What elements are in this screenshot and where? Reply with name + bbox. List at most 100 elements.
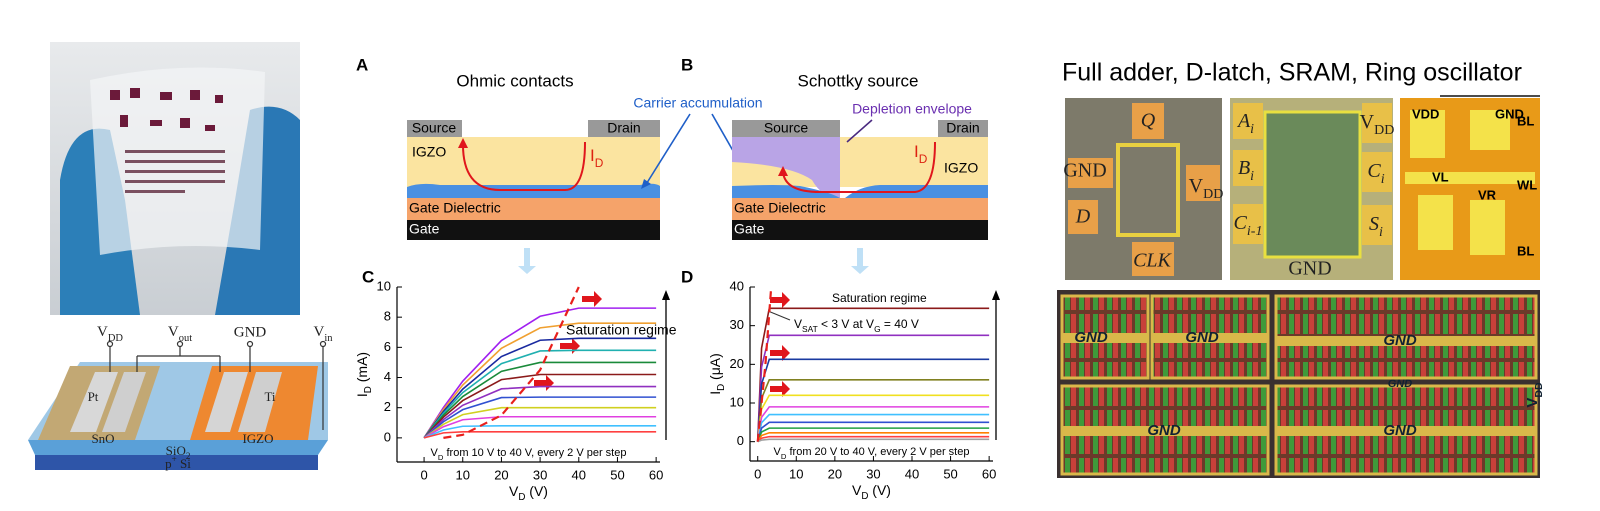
x-tick-label: 10 xyxy=(456,467,470,482)
x-tick-label: 10 xyxy=(789,466,803,481)
depletion-label: Depletion envelope xyxy=(852,101,972,117)
note: VD from 10 V to 40 V, every 2 V per step xyxy=(431,447,627,462)
curve xyxy=(423,361,657,439)
sram-vdd: VDD xyxy=(1412,106,1439,121)
text-part: S xyxy=(1369,213,1379,235)
curve xyxy=(756,427,990,442)
x-tick-label: 20 xyxy=(494,467,508,482)
panel-letter: A xyxy=(356,55,368,74)
text-part: V xyxy=(852,482,862,498)
subscript: DD xyxy=(1533,382,1545,398)
x-tick-label: 0 xyxy=(420,467,427,482)
drain-label: Drain xyxy=(946,120,979,136)
subscript: D xyxy=(919,152,928,166)
text-part: A xyxy=(1236,110,1251,132)
text-part: (V) xyxy=(868,482,891,498)
adder-vdd: VDD xyxy=(1360,111,1395,138)
source-label: Source xyxy=(412,120,457,136)
text-part: from 10 V to 40 V, every 2 V per step xyxy=(443,447,626,459)
text-part: C xyxy=(1234,212,1248,234)
psi-label: p+ Si xyxy=(165,454,191,471)
subscript: D xyxy=(861,491,868,502)
sram-gnd: GND xyxy=(1495,106,1524,121)
osc-gnd: GND xyxy=(1383,422,1417,439)
y-tick-label: 10 xyxy=(730,394,744,409)
curve xyxy=(757,438,990,443)
annotation: Saturation regime xyxy=(832,291,927,305)
x-tick-label: 60 xyxy=(649,467,663,482)
y-axis-label: ID (mA) xyxy=(354,352,374,397)
gate-label: Gate xyxy=(409,221,440,237)
y-tick-label: 4 xyxy=(384,369,391,384)
x-tick-label: 0 xyxy=(754,466,761,481)
vg-arrows xyxy=(665,296,997,440)
adder-a: Ai xyxy=(1236,110,1254,137)
text-part: V xyxy=(97,324,108,340)
curve xyxy=(423,415,657,439)
y-tick-label: 0 xyxy=(737,433,744,448)
x-axis-label: VD (V) xyxy=(509,483,548,503)
latch-clk: CLK xyxy=(1133,250,1172,272)
ti-label: Ti xyxy=(264,389,275,404)
sno-label: SnO xyxy=(91,431,114,446)
annotation: Saturation regime xyxy=(566,322,677,338)
sram-bl2: BL xyxy=(1517,243,1534,258)
osc-vdd: VDD xyxy=(1524,382,1545,408)
x-tick-label: 30 xyxy=(533,467,547,482)
curve xyxy=(757,431,990,443)
current-label: ID xyxy=(590,146,604,170)
text-part: V xyxy=(1189,175,1204,197)
photo xyxy=(50,42,300,316)
flow-arrows xyxy=(518,248,869,274)
subscript: SAT xyxy=(802,324,818,334)
text-part: < 3 V at V xyxy=(818,317,874,331)
subscript: DD xyxy=(108,333,124,344)
y-tick-label: 20 xyxy=(730,356,744,371)
sram-wl: WL xyxy=(1517,177,1537,192)
y-tick-label: 40 xyxy=(730,278,744,293)
adder-c: Ci xyxy=(1367,160,1384,187)
channel-label: IGZO xyxy=(944,160,978,176)
subscript: out xyxy=(179,333,193,344)
x-tick-label: 20 xyxy=(828,466,842,481)
y-tick-label: 2 xyxy=(384,399,391,414)
subscript: i xyxy=(1250,169,1254,184)
x-tick-label: 50 xyxy=(610,467,624,482)
y-tick-label: 0 xyxy=(384,429,391,444)
vsat-annotation: VSAT < 3 V at VG = 40 V xyxy=(794,317,919,334)
psi-si: Si xyxy=(177,456,191,471)
y-tick-label: 6 xyxy=(384,339,391,354)
subscript: i xyxy=(1379,225,1383,240)
adder-s: Si xyxy=(1369,213,1383,240)
latch-q: Q xyxy=(1141,110,1156,132)
annotation-leader xyxy=(767,310,791,321)
gnd-label: GND xyxy=(234,324,267,340)
x-tick-label: 30 xyxy=(866,466,880,481)
subscript: 2 xyxy=(186,451,191,461)
osc-gnd: GND xyxy=(1383,332,1417,349)
curve xyxy=(423,424,657,439)
text-part: I xyxy=(707,391,723,395)
sio2-label: SiO2 xyxy=(166,443,191,461)
text-part: I xyxy=(914,142,919,161)
panel-title: Ohmic contacts xyxy=(456,71,573,90)
text-part: V xyxy=(774,446,782,458)
y-axis-label: ID (μA) xyxy=(707,353,727,395)
drain-label: Drain xyxy=(607,120,640,136)
saturation-boundary xyxy=(756,286,773,442)
current-label: ID xyxy=(914,142,928,166)
text-part: V xyxy=(431,447,439,459)
adder-cin: Ci-1 xyxy=(1234,212,1263,239)
vg-arrow-heads xyxy=(662,290,1000,300)
curve xyxy=(423,307,657,439)
text-part: I xyxy=(354,393,370,397)
curve xyxy=(423,385,657,439)
sram-bl: BL xyxy=(1517,113,1534,128)
sram-vr: VR xyxy=(1478,187,1497,202)
curve xyxy=(756,394,990,442)
text-part: V xyxy=(509,483,519,499)
subscript: DD xyxy=(1374,123,1394,138)
